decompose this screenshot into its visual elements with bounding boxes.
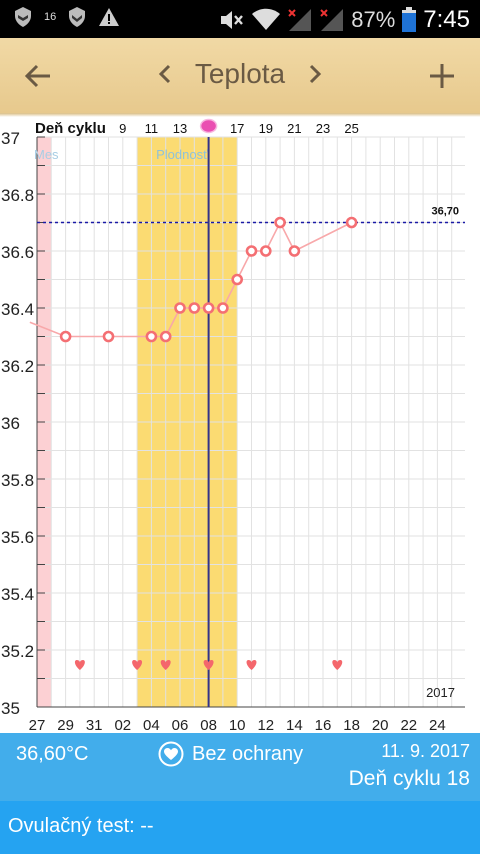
ovulation-test-label: Ovulačný test: --: [8, 815, 154, 837]
y-tick-label: 35.2: [1, 642, 34, 661]
previous-button[interactable]: [151, 56, 179, 92]
temperature-point: [102, 330, 115, 343]
x-tick-label: 06: [172, 717, 189, 734]
temperature-point: [288, 245, 301, 257]
cycle-day-tick: 23: [316, 121, 330, 136]
signal-sim2-icon: [319, 7, 345, 33]
intercourse-heart-icon: [74, 660, 85, 670]
temperature-point: [217, 302, 229, 314]
battery-icon: [401, 7, 417, 33]
x-tick-label: 22: [400, 717, 417, 734]
y-tick-label: 37: [1, 129, 20, 148]
temperature-point: [202, 302, 215, 314]
fertile-label: Plodnosť: [156, 147, 208, 162]
chevron-right-icon: [310, 64, 322, 84]
temperature-point: [245, 245, 258, 257]
page-title: Teplota: [194, 58, 286, 89]
temperature-point: [259, 245, 272, 257]
y-tick-label: 35: [1, 699, 20, 718]
next-button[interactable]: [301, 56, 329, 92]
temperature-point: [231, 273, 243, 286]
temperature-point: [174, 302, 186, 314]
cycle-day: Deň cyklu 18: [348, 767, 470, 790]
x-tick-label: 14: [286, 717, 303, 734]
y-tick-label: 36.4: [1, 300, 34, 319]
temperature-point: [159, 330, 172, 343]
arrow-left-icon: [24, 64, 50, 88]
mute-icon: [219, 8, 245, 32]
ovulation-test-row[interactable]: Ovulačný test: --: [0, 801, 480, 854]
status-bar: 16 87% 7:45: [0, 0, 480, 38]
y-tick-label: 35.4: [1, 585, 34, 604]
wifi-icon: [251, 8, 281, 32]
reference-label: 36,70: [431, 206, 459, 218]
x-tick-label: 12: [257, 717, 274, 734]
x-tick-label: 18: [343, 717, 360, 734]
cycle-day-label: Deň cyklu: [35, 120, 106, 137]
y-tick-label: 36.8: [1, 186, 34, 205]
cycle-day-tick: 11: [145, 121, 159, 136]
signal-sim1-icon: [287, 7, 313, 33]
temperature-point: [145, 330, 158, 343]
year-label: 2017: [426, 685, 455, 700]
add-button[interactable]: [414, 48, 470, 104]
temperature-point: [345, 216, 358, 229]
cycle-day-tick: 17: [230, 121, 244, 136]
day-info-panel[interactable]: 36,60°C Bez ochrany 11. 9. 2017 Deň cykl…: [0, 733, 480, 801]
cycle-day-tick: 21: [287, 121, 301, 136]
temperature-point: [188, 302, 201, 314]
signal-value: 16: [44, 11, 57, 23]
x-tick-label: 27: [29, 717, 46, 734]
x-tick-label: 02: [114, 717, 131, 734]
intercourse-heart-icon: [332, 660, 343, 670]
x-tick-label: 29: [57, 717, 74, 734]
selected-date: 11. 9. 2017: [381, 741, 470, 761]
protection-label: Bez ochrany: [192, 742, 304, 765]
ovulation-marker: [199, 118, 218, 134]
heart-circle-icon: [158, 741, 184, 767]
battery-percent: 87%: [351, 7, 396, 32]
intercourse-heart-icon: [132, 660, 143, 670]
x-tick-label: 20: [372, 717, 389, 734]
temperature-chart[interactable]: 37 36.8 36.6 36.4 36.2 36 35.8 35.6 35.4 35.2 35 27…: [0, 117, 480, 734]
temperature-value: 36,60°C: [16, 743, 89, 765]
x-tick-label: 31: [86, 717, 103, 734]
x-tick-label: 08: [200, 717, 217, 734]
shield-check-icon: [66, 6, 88, 28]
intercourse-heart-icon: [203, 660, 214, 670]
x-tick-label: 04: [143, 717, 160, 734]
app-header: Teplota: [0, 38, 480, 117]
cycle-day-tick: 25: [344, 121, 358, 136]
y-tick-label: 35.6: [1, 528, 34, 547]
plus-icon: [430, 64, 454, 88]
shield-icon: [12, 6, 34, 28]
cycle-day-tick: 13: [173, 121, 187, 136]
y-tick-label: 35.8: [1, 471, 34, 490]
x-tick-label: 24: [429, 717, 446, 734]
temperature-point: [274, 216, 286, 229]
warning-icon: [98, 6, 120, 28]
temperature-point: [59, 330, 72, 343]
intercourse-heart-icon: [160, 660, 171, 670]
cycle-day-tick: 19: [259, 121, 273, 136]
y-tick-label: 36.6: [1, 243, 34, 262]
chart-canvas: 37 36.8 36.6 36.4 36.2 36 35.8 35.6 35.4 35.2 35 27…: [1, 118, 465, 734]
clock: 7:45: [423, 6, 470, 33]
intercourse-heart-icon: [246, 660, 257, 670]
chevron-left-icon: [158, 64, 170, 84]
x-tick-label: 16: [315, 717, 332, 734]
period-label: Mes: [34, 147, 59, 162]
x-tick-label: 10: [229, 717, 246, 734]
protection-status: Bez ochrany: [158, 741, 303, 767]
back-button[interactable]: [10, 48, 66, 104]
cycle-day-tick: 9: [119, 121, 126, 136]
y-tick-label: 36.2: [1, 357, 34, 376]
y-tick-label: 36: [1, 414, 20, 433]
